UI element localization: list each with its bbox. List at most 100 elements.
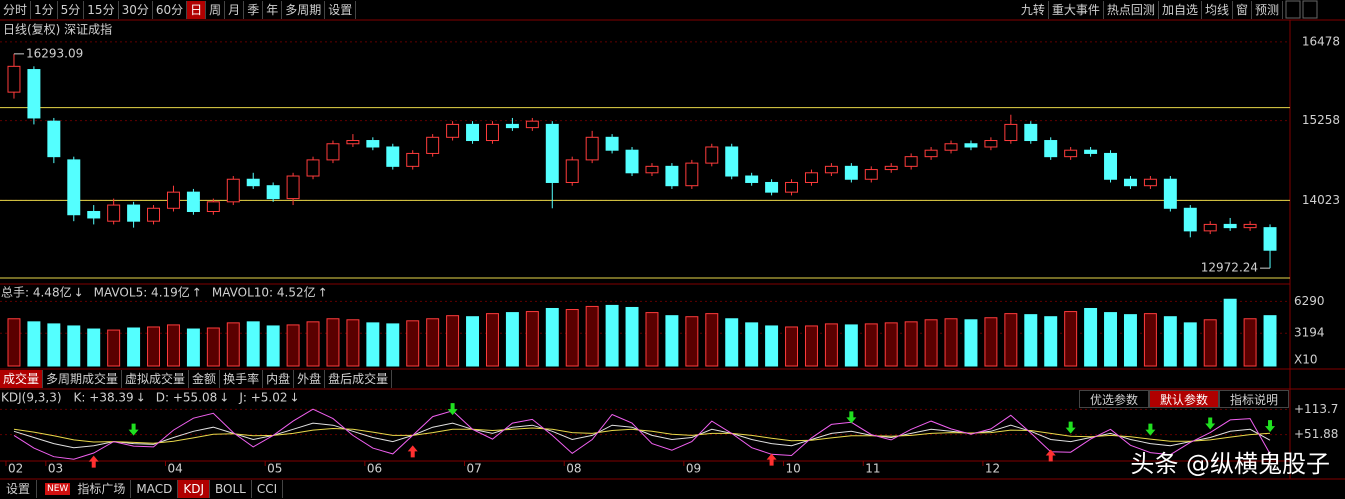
legend-text: KDJ(9,3,3) [1,391,62,405]
sell-signal [128,423,139,436]
tab[interactable]: 重大事件 [1049,1,1104,19]
bottom-bar: 设置 NEW 指标广场 MACD KDJ BOLL CCI [0,480,284,498]
buy-signal [407,445,418,458]
volume-bar [186,328,200,367]
legend-arrow: ↓ [74,286,84,300]
volume-bar [765,325,779,367]
candle-body [765,181,779,193]
volume-bar [725,318,739,367]
indicator-tab[interactable]: KDJ [178,480,210,498]
candle-body [127,204,141,222]
tab[interactable]: 月 [225,1,245,19]
tab[interactable]: 15分 [84,1,119,19]
tab[interactable]: 内盘 [263,370,295,388]
candle-body [485,123,499,142]
volume-bar [904,321,918,367]
tab[interactable]: 设置 [325,1,357,19]
indicator-tab[interactable]: CCI [252,480,284,498]
y-tick-label: +113.7 [1294,402,1338,416]
tab[interactable]: 换手率 [220,370,264,388]
candle-body [1163,178,1177,209]
tab[interactable]: 5分 [58,1,85,19]
legend-text: J: +5.02 [238,391,287,405]
tab[interactable]: 窗 [1233,1,1252,19]
volume-bar [625,306,639,367]
candle-body [844,165,858,180]
unit-label: X10 [1294,353,1318,367]
tab[interactable]: 1分 [31,1,58,19]
tab[interactable]: 预测 [1252,1,1283,19]
volume-tabs: 成交量 多周期成交量 虚拟成交量 金额 换手率 内盘 外盘 盘后成交量 [0,370,393,388]
tab[interactable]: 九转 [1018,1,1049,19]
sell-signal [1265,420,1276,433]
tab[interactable]: 多周期成交量 [43,370,123,388]
y-tick-label: 6290 [1294,294,1325,308]
collapse-icon[interactable] [1302,0,1318,19]
tab[interactable]: 加自选 [1159,1,1202,19]
candle-body [246,178,260,187]
volume-bar [127,327,141,367]
tab[interactable]: 热点回测 [1104,1,1159,19]
volume-bar [1183,322,1197,367]
tab[interactable]: 指标说明 [1218,390,1289,408]
legend-text: MAVOL10: 4.52亿 [212,285,316,300]
tab[interactable]: 成交量 [0,370,44,388]
tab[interactable]: 盘后成交量 [325,370,393,388]
candle-body [1024,123,1038,142]
tab[interactable]: 年 [263,1,283,19]
tab[interactable]: 30分 [119,1,153,19]
legend-text: MAVOL5: 4.19亿 [94,285,190,300]
indicator-tab[interactable]: MACD [131,480,179,498]
volume-bar [1064,311,1078,367]
settings-button[interactable]: 设置 [0,480,38,498]
tab[interactable]: 外盘 [294,370,326,388]
volume-bar [485,313,499,367]
x-tick-label: 12 [985,462,1000,476]
candle-body [1044,140,1058,158]
period-tabs: 分时 1分 5分 15分 30分 60分日周月季年多周期 设置 [0,1,357,19]
candle-body [964,143,978,148]
volume-bar [67,325,81,367]
volume-bar [1263,315,1277,367]
tab[interactable]: 默认参数 [1148,390,1219,408]
lock-icon[interactable] [1285,0,1301,19]
x-tick-label: 03 [48,462,63,476]
tab[interactable]: 季 [244,1,264,19]
indicator-tab[interactable]: 指标广场 [72,480,132,498]
candle-body [386,146,400,167]
candle-body [466,123,480,142]
tab[interactable]: 多周期 [282,1,326,19]
candle-body [1123,178,1137,187]
candle-body [266,185,280,200]
candle-body [1004,123,1018,142]
candle-body [625,149,639,174]
volume-bar [1123,314,1137,367]
tab[interactable]: 虚拟成交量 [122,370,190,388]
indicator-tab[interactable]: BOLL [210,480,252,498]
volume-bar [226,322,240,367]
tab[interactable]: 均线 [1202,1,1233,19]
candle-body [725,146,739,177]
max-label: 16293.09 [26,46,83,60]
tab[interactable]: 优选参数 [1078,390,1149,408]
volume-bar [306,321,320,367]
volume-bar [326,318,340,367]
tab[interactable]: 60分 [153,1,188,19]
volume-bar [545,307,559,367]
legend-arrow: ↓ [136,391,146,405]
candle-body [166,191,180,209]
tab[interactable]: 周 [206,1,226,19]
volume-bar [824,323,838,367]
kdj-buttons: 优选参数 默认参数 指标说明 [1078,390,1289,408]
sell-signal [1205,417,1216,430]
candle-body [884,165,898,171]
volume-bar [1084,307,1098,367]
tab[interactable]: 金额 [189,370,221,388]
tab[interactable]: 日 [187,1,207,19]
candle-body [585,136,599,161]
tab[interactable]: 分时 [0,1,32,19]
volume-bar [944,318,958,367]
y-tick-label: 16478 [1302,34,1340,48]
candle-body [147,207,161,222]
legend-arrow: ↓ [219,391,229,405]
